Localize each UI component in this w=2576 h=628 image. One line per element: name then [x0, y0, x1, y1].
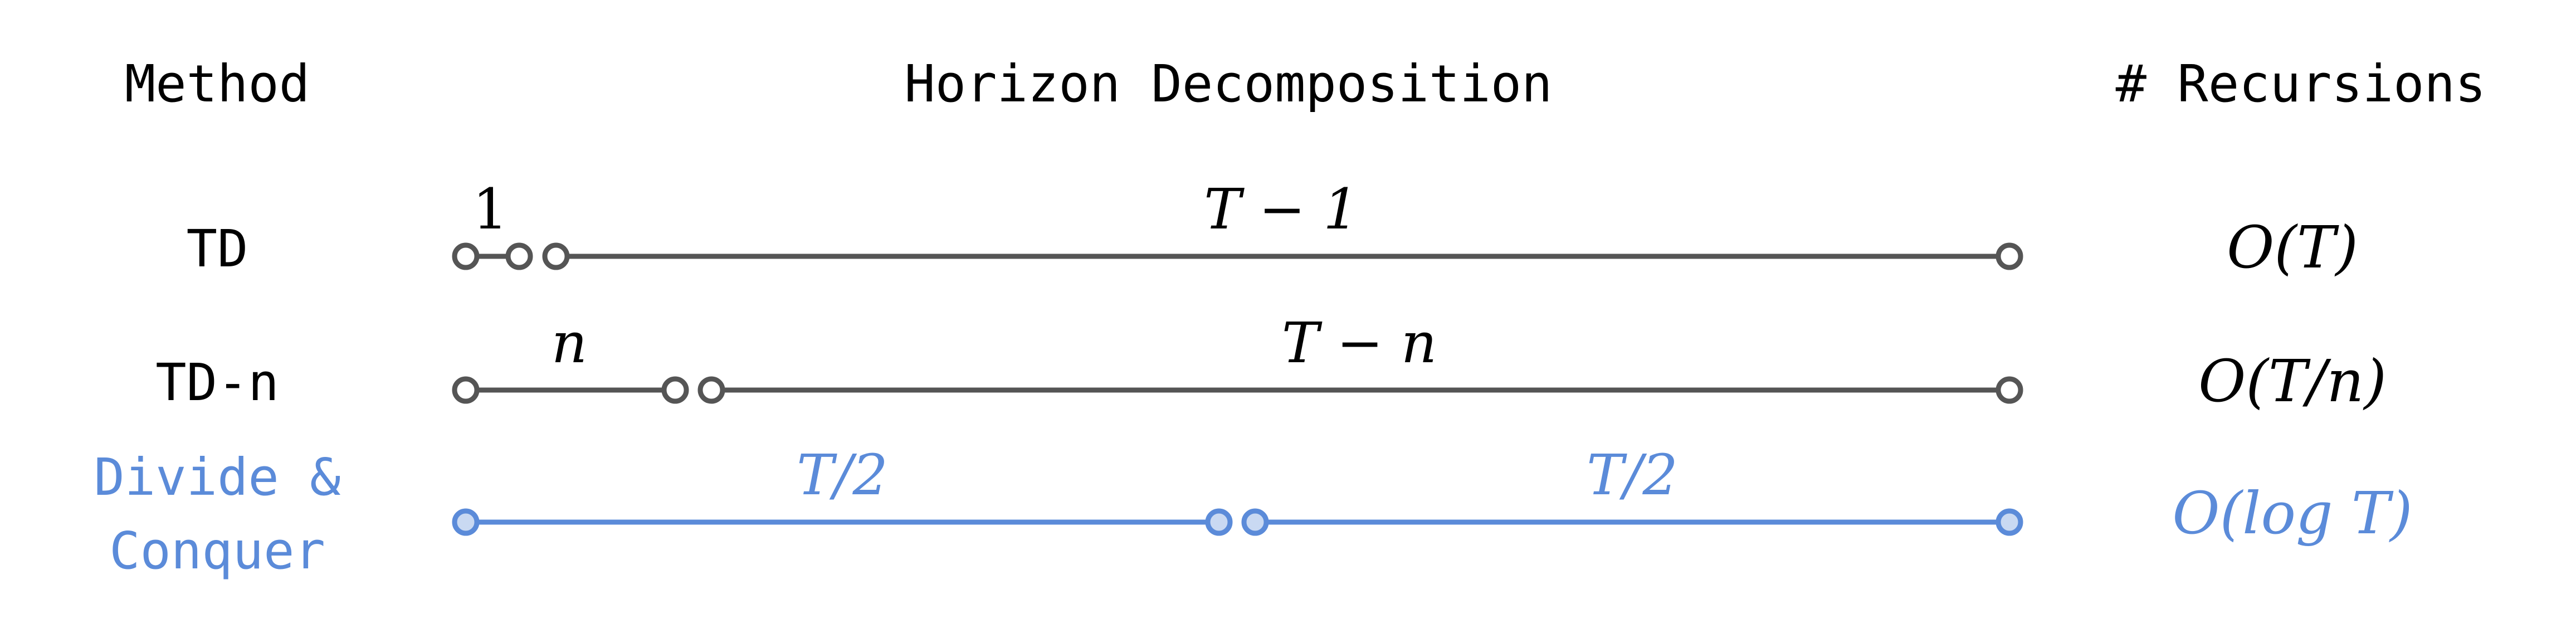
- td-n-node: [697, 376, 725, 404]
- dc-node: [1996, 508, 2023, 536]
- dc-node: [1241, 508, 1269, 536]
- row-td-n: TD-n n T − n O(T/n): [155, 310, 2387, 415]
- td-n-label-short: n: [552, 310, 587, 376]
- header-horizon: Horizon Decomposition: [904, 54, 1552, 114]
- dc-node: [1205, 508, 1233, 536]
- header-method: Method: [125, 54, 310, 114]
- row-divide-conquer: Divide & Conquer T/2 T/2 O(log T): [94, 442, 2412, 581]
- row-td: TD 1 T − 1 O(T): [187, 177, 2358, 281]
- td-n-node: [661, 376, 689, 404]
- td-node: [1996, 242, 2023, 270]
- method-label-conquer: Conquer: [109, 521, 325, 581]
- td-node: [542, 242, 570, 270]
- td-n-node: [1996, 376, 2023, 404]
- complexity-td-n: O(T/n): [2198, 347, 2387, 415]
- td-n-label-long: T − n: [1282, 310, 1437, 376]
- td-label-long: T − 1: [1204, 177, 1359, 242]
- method-label-divide: Divide &: [94, 447, 340, 507]
- method-label-td: TD: [187, 219, 248, 279]
- dc-label-first: T/2: [797, 442, 888, 508]
- td-n-node: [452, 376, 480, 404]
- complexity-divide-conquer: O(log T): [2172, 479, 2412, 547]
- method-label-td-n: TD-n: [155, 353, 279, 412]
- complexity-td: O(T): [2227, 213, 2358, 281]
- td-label-short: 1: [472, 177, 508, 242]
- header-recursions: # Recursions: [2116, 54, 2486, 114]
- dc-node: [452, 508, 480, 536]
- dc-label-second: T/2: [1587, 442, 1678, 508]
- td-node: [505, 242, 533, 270]
- td-node: [452, 242, 480, 270]
